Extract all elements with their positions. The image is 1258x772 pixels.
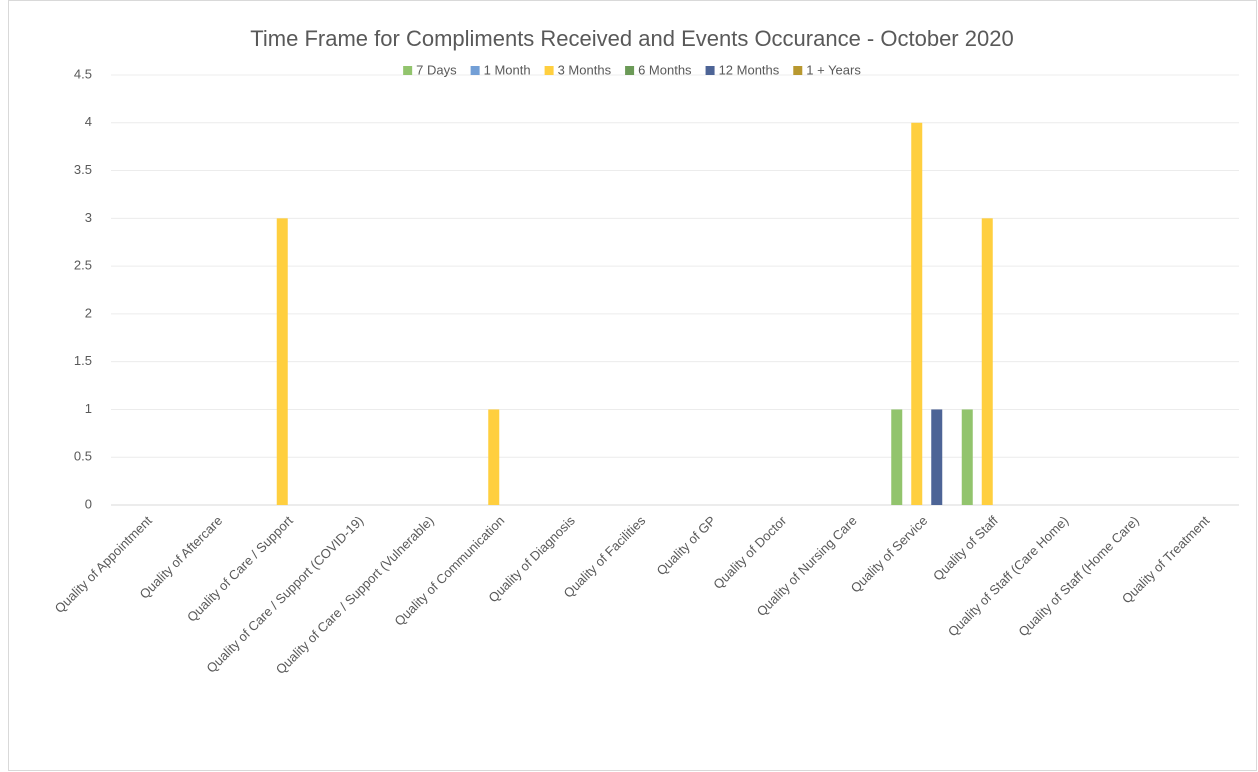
legend-swatch [625, 66, 635, 75]
legend-swatch [470, 66, 480, 75]
y-tick-label: 3 [85, 210, 92, 225]
bar [891, 409, 903, 505]
legend-label: 1 + Years [806, 62, 861, 77]
legend-label: 1 Month [484, 62, 531, 77]
legend-label: 7 Days [416, 62, 457, 77]
legend-label: 6 Months [638, 62, 692, 77]
bar [276, 218, 288, 506]
legend-label: 3 Months [558, 62, 612, 77]
bar [931, 409, 943, 505]
y-tick-label: 0.5 [74, 449, 92, 464]
legend-swatch [705, 66, 715, 75]
legend-swatch [793, 66, 803, 75]
legend-label: 12 Months [719, 62, 780, 77]
y-tick-label: 4 [85, 114, 92, 129]
bar [911, 122, 923, 506]
y-tick-label: 4.5 [74, 66, 92, 81]
y-tick-label: 0 [85, 496, 92, 511]
y-tick-label: 2.5 [74, 258, 92, 273]
y-tick-label: 1 [85, 401, 92, 416]
legend-swatch [403, 66, 413, 75]
chart-title: Time Frame for Compliments Received and … [250, 26, 1013, 51]
bar [981, 218, 993, 506]
bar [488, 409, 500, 505]
y-tick-label: 3.5 [74, 162, 92, 177]
legend-swatch [544, 66, 554, 75]
y-tick-label: 2 [85, 305, 92, 320]
bar [961, 409, 973, 505]
y-tick-label: 1.5 [74, 353, 92, 368]
chart-border [8, 0, 1257, 771]
